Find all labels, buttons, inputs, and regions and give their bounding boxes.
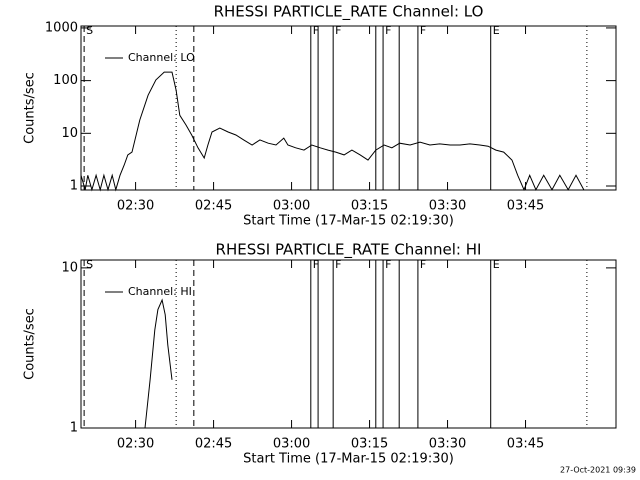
x-axis-label: Start Time (17-Mar-15 02:19:30) bbox=[243, 214, 454, 229]
y-axis-label: Counts/sec bbox=[23, 72, 38, 144]
flag-label: E bbox=[493, 24, 500, 37]
footer-timestamp: 27-Oct-2021 09:39 bbox=[560, 466, 636, 475]
legend-label: Channel: HI bbox=[128, 285, 192, 298]
y-tick-label: 10 bbox=[61, 260, 78, 275]
x-tick-label: 03:15 bbox=[351, 199, 388, 214]
y-tick-label: 100 bbox=[53, 73, 78, 88]
flag-label: F bbox=[335, 24, 341, 37]
y-tick-label: 1 bbox=[70, 421, 78, 436]
y-tick-label: 1 bbox=[70, 179, 78, 194]
flag-label: E bbox=[493, 258, 500, 271]
data-line bbox=[144, 298, 173, 429]
flag-label: F bbox=[420, 258, 426, 271]
flag-label: F bbox=[313, 24, 319, 37]
x-tick-label: 03:00 bbox=[273, 437, 310, 452]
plot-frame bbox=[80, 25, 617, 191]
y-tick-label: 10 bbox=[61, 126, 78, 141]
x-tick-label: 03:15 bbox=[351, 437, 388, 452]
chart-title: RHESSI PARTICLE_RATE Channel: HI bbox=[216, 241, 482, 260]
x-tick-label: 02:30 bbox=[117, 437, 154, 452]
y-tick-label: 1000 bbox=[45, 20, 78, 35]
x-tick-label: 03:30 bbox=[429, 199, 466, 214]
chart-title: RHESSI PARTICLE_RATE Channel: LO bbox=[214, 3, 484, 22]
x-tick-label: 02:45 bbox=[195, 199, 232, 214]
x-axis-label: Start Time (17-Mar-15 02:19:30) bbox=[243, 452, 454, 467]
x-tick-label: 03:00 bbox=[273, 199, 310, 214]
x-tick-label: 03:30 bbox=[429, 437, 466, 452]
y-axis-label: Counts/sec bbox=[23, 308, 38, 380]
flag-label: F bbox=[385, 258, 391, 271]
flag-label: F bbox=[420, 24, 426, 37]
data-line bbox=[80, 71, 585, 192]
x-tick-label: 03:45 bbox=[507, 437, 544, 452]
legend-label: Channel: LO bbox=[128, 51, 195, 64]
flag-label: F bbox=[313, 258, 319, 271]
x-tick-label: 03:45 bbox=[507, 199, 544, 214]
plot-frame bbox=[80, 259, 617, 429]
flag-label: S bbox=[86, 24, 93, 37]
flag-label: F bbox=[335, 258, 341, 271]
flag-label: F bbox=[385, 24, 391, 37]
x-tick-label: 02:45 bbox=[195, 437, 232, 452]
flag-label: S bbox=[86, 258, 93, 271]
x-tick-label: 02:30 bbox=[117, 199, 154, 214]
